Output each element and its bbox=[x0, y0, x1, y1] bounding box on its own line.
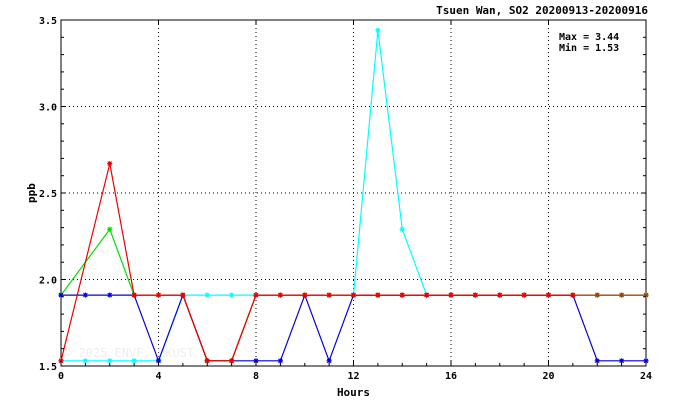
y-axis-title: ppb bbox=[25, 183, 38, 203]
x-tick-label: 4 bbox=[155, 371, 161, 382]
data-point-marker bbox=[302, 292, 308, 298]
y-tick-label: 2.0 bbox=[39, 276, 57, 287]
data-point-marker bbox=[448, 292, 454, 298]
data-point-marker bbox=[58, 292, 64, 298]
data-point-marker bbox=[545, 292, 552, 298]
data-point-marker bbox=[131, 292, 137, 298]
data-point-marker bbox=[107, 358, 113, 364]
data-point-marker bbox=[82, 358, 88, 364]
data-point-marker bbox=[326, 358, 332, 364]
y-tick-label: 3.5 bbox=[39, 16, 57, 27]
x-tick-label: 24 bbox=[640, 371, 652, 382]
data-point-marker bbox=[424, 292, 430, 298]
axis-ticks: 0 4 8 12 16 20 24 1.5 2.0 2.5 3.0 3.5 bbox=[39, 16, 652, 382]
data-point-marker bbox=[375, 27, 381, 33]
data-point-marker bbox=[643, 292, 649, 298]
data-point-marker bbox=[229, 292, 235, 298]
data-point-marker bbox=[107, 226, 113, 232]
series-4 bbox=[58, 160, 576, 364]
x-axis-title: Hours bbox=[337, 386, 370, 399]
y-tick-label: 3.0 bbox=[39, 103, 57, 114]
data-point-marker bbox=[155, 292, 162, 298]
series-line bbox=[134, 294, 646, 362]
data-point-marker bbox=[180, 292, 186, 298]
y-tick-label: 1.5 bbox=[39, 362, 57, 373]
y-tick-label: 2.5 bbox=[39, 189, 57, 200]
data-point-marker bbox=[521, 292, 527, 298]
grid-lines bbox=[61, 20, 646, 366]
data-point-marker bbox=[472, 292, 478, 298]
x-tick-label: 8 bbox=[253, 371, 259, 382]
data-point-marker bbox=[131, 358, 137, 364]
data-point-marker bbox=[594, 292, 600, 298]
data-point-marker bbox=[155, 358, 162, 364]
x-tick-label: 12 bbox=[347, 371, 359, 382]
max-annotation: Max = 3.44 bbox=[559, 32, 619, 43]
series-1 bbox=[58, 27, 649, 364]
min-annotation: Min = 1.53 bbox=[559, 42, 619, 54]
data-point-marker bbox=[619, 358, 625, 364]
series-3 bbox=[131, 292, 649, 364]
chart-title: Tsuen Wan, SO2 20200913-20200916 bbox=[436, 4, 648, 17]
data-point-marker bbox=[82, 292, 88, 298]
data-point-marker bbox=[204, 292, 210, 298]
x-tick-label: 20 bbox=[542, 371, 554, 382]
data-point-marker bbox=[619, 292, 625, 298]
series-layer bbox=[58, 27, 649, 364]
watermark: © 2025 ENVF, HKUST bbox=[64, 346, 194, 360]
data-point-marker bbox=[326, 292, 332, 298]
data-point-marker bbox=[253, 292, 259, 298]
data-point-marker bbox=[58, 358, 64, 364]
data-point-marker bbox=[107, 160, 113, 167]
data-point-marker bbox=[375, 292, 381, 298]
data-point-marker bbox=[277, 358, 283, 364]
data-point-marker bbox=[399, 226, 405, 232]
data-point-marker bbox=[594, 358, 600, 364]
data-point-marker bbox=[277, 292, 283, 298]
data-point-marker bbox=[204, 358, 210, 364]
data-point-marker bbox=[350, 292, 357, 298]
data-point-marker bbox=[229, 358, 235, 364]
data-point-marker bbox=[643, 358, 649, 364]
data-point-marker bbox=[253, 358, 259, 364]
x-tick-label: 16 bbox=[445, 371, 457, 382]
series-line bbox=[61, 30, 646, 362]
data-point-marker bbox=[107, 292, 113, 298]
x-tick-label: 0 bbox=[58, 371, 64, 382]
data-point-marker bbox=[399, 292, 405, 298]
data-point-marker bbox=[570, 292, 576, 298]
data-point-marker bbox=[497, 292, 503, 298]
